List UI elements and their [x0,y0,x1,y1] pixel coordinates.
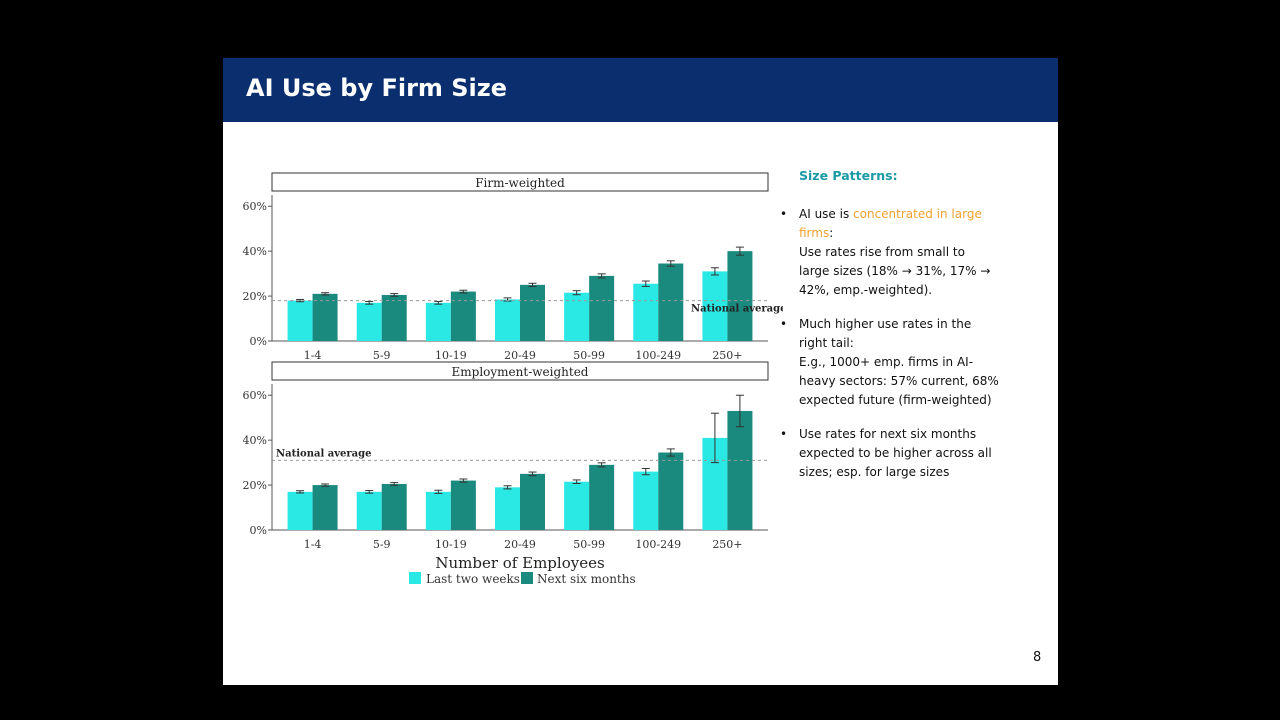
y-tick-label: 60% [243,200,267,213]
x-tick-label: 10-19 [435,538,467,551]
bar-chart-figure: Firm-weighted 0% 20% 40% 60% 1-4 5-9 10-19 20-49… [243,172,783,586]
bar-last-two-weeks [356,491,382,530]
bar-next-six-months [312,293,338,341]
bar-last-two-weeks [564,292,590,341]
x-tick-label: 50-99 [573,349,605,362]
bar-next-six-months [312,485,338,530]
y-tick-label: 0% [250,335,267,348]
x-tick-label: 5-9 [373,538,391,551]
bullet-detail: Use rates rise from small to large sizes… [799,245,991,297]
bullet-item: Use rates for next six months expected t… [780,425,999,482]
x-tick-label: 20-49 [504,538,536,551]
bullet-text: Much higher use rates in the right tail: [799,317,972,350]
x-axis-title: Number of Employees [435,554,604,572]
bar-last-two-weeks [633,471,659,530]
x-tick-label: 100-249 [635,538,681,551]
panel-header [271,361,769,381]
sidebar-heading: Size Patterns: [799,168,898,183]
bar-next-six-months [520,473,545,530]
bullet-text: AI use is [799,207,854,221]
bar-last-two-weeks [495,487,520,530]
bar-last-two-weeks [702,271,728,341]
title-bar: AI Use by Firm Size [223,58,1058,122]
bar-next-six-months [450,480,476,530]
x-tick-label: 5-9 [373,349,391,362]
legend-swatch-last-two-weeks [409,572,421,584]
x-tick-label: 10-19 [435,349,467,362]
panel-title: Employment-weighted [452,365,589,379]
y-tick-label: 0% [250,524,267,537]
y-tick-label: 40% [243,245,267,258]
y-tick-label: 20% [243,479,267,492]
highlight-text: concentrated in large firms [799,207,982,240]
x-tick-label: 1-4 [304,538,322,551]
bar-next-six-months [450,291,476,341]
panel-header [271,172,769,192]
bar-next-six-months [589,464,615,530]
legend-label: Next six months [537,572,636,586]
legend-label: Last two weeks [426,572,520,586]
bullet-text: : [829,226,834,240]
x-tick-label: 100-249 [635,349,681,362]
bar-last-two-weeks [356,302,382,341]
page-number: 8 [1033,650,1042,665]
y-tick-label: 40% [243,434,267,447]
x-tick-label: 250+ [712,349,742,362]
bullet-list: AI use is concentrated in large firms: U… [780,205,999,482]
bar-last-two-weeks [425,302,451,341]
x-tick-label: 20-49 [504,349,536,362]
legend-swatch-next-six-months [521,572,533,584]
bar-next-six-months [381,483,407,530]
bullet-item: Much higher use rates in the right tail:… [780,315,999,410]
bar-next-six-months [727,251,753,341]
sidebar: Size Patterns: AI use is concentrated in… [780,166,999,497]
bar-next-six-months [658,263,684,341]
bar-next-six-months [589,275,615,341]
bar-next-six-months [520,284,545,341]
bullet-detail: E.g., 1000+ emp. firms in AI-heavy secto… [799,355,999,407]
national-average-label: National average [276,448,372,459]
bar-last-two-weeks [633,283,659,341]
slide: AI Use by Firm Size Firm-weighted 0% 20% 40… [223,58,1058,685]
x-tick-label: 50-99 [573,538,605,551]
slide-title: AI Use by Firm Size [246,74,508,102]
x-tick-label: 1-4 [304,349,322,362]
bar-next-six-months [658,452,684,530]
bar-last-two-weeks [495,299,520,341]
bar-last-two-weeks [425,491,451,530]
y-tick-label: 60% [243,389,267,402]
bar-next-six-months [381,294,407,341]
bar-last-two-weeks [287,300,313,341]
bar-next-six-months [727,410,753,530]
bullet-item: AI use is concentrated in large firms: U… [780,205,999,300]
bullet-text: Use rates for next six months expected t… [799,427,992,479]
bar-last-two-weeks [287,491,313,530]
x-tick-label: 250+ [712,538,742,551]
national-average-label: National average [691,304,783,315]
panel-title: Firm-weighted [475,176,565,190]
y-tick-label: 20% [243,290,267,303]
bar-last-two-weeks [564,481,590,530]
